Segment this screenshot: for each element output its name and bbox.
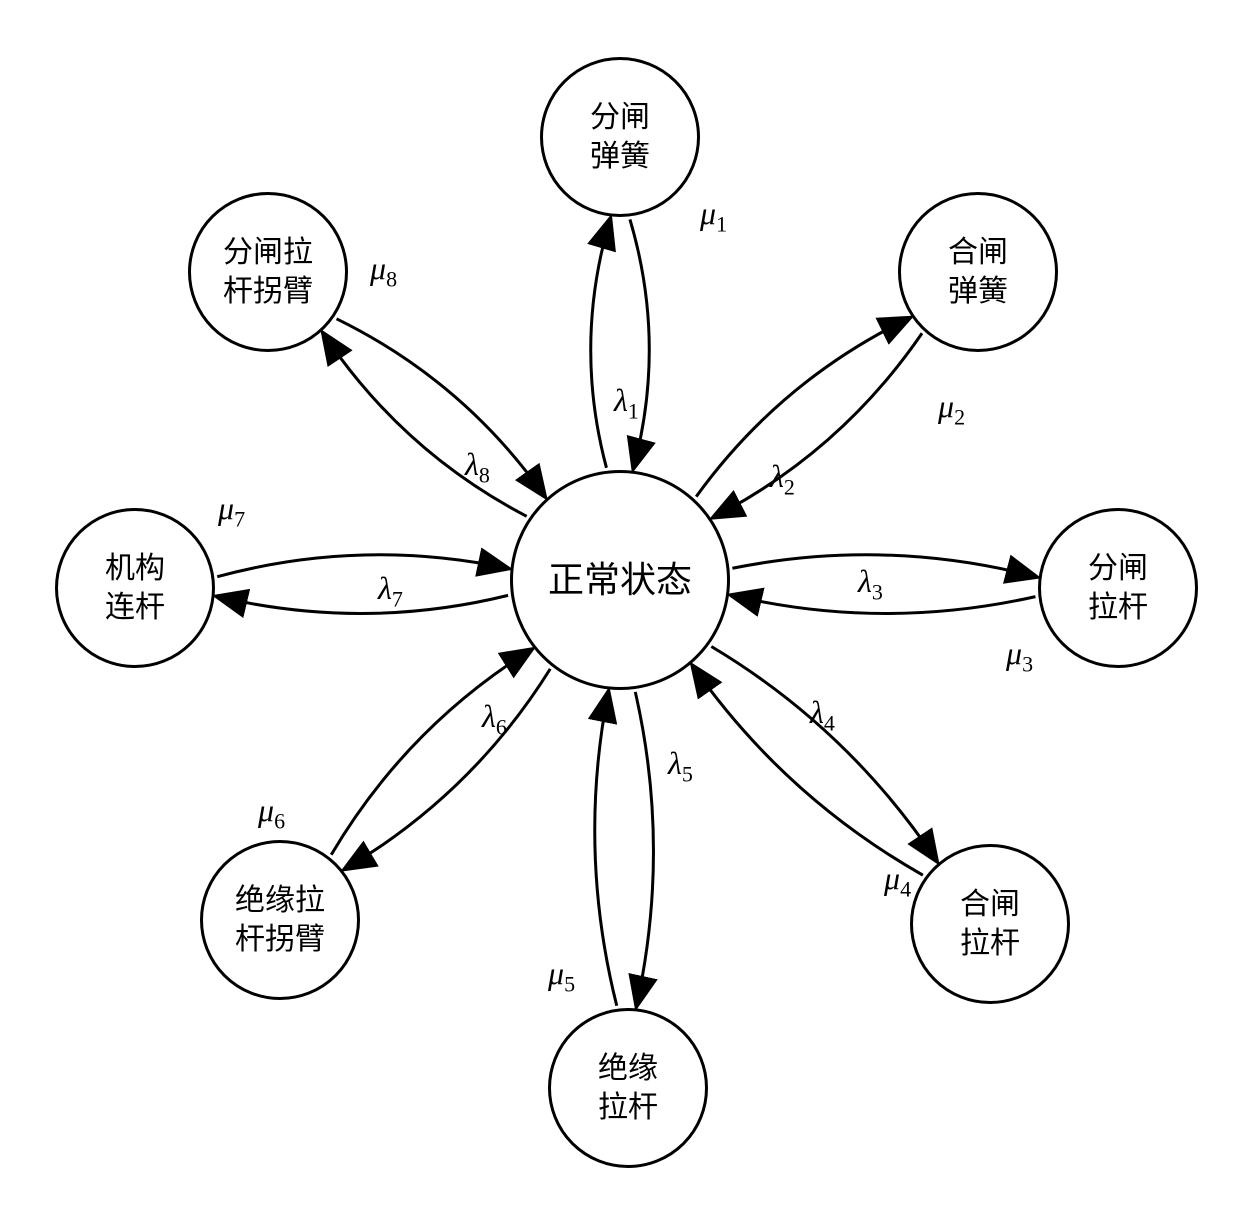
mu-label-3: μ3 [1006,635,1033,677]
lambda-label-3: λ3 [858,563,883,605]
outer-node-2: 合闸 弹簧 [898,192,1058,352]
mu-label-8: μ8 [370,250,397,292]
mu-label-5: μ5 [548,955,575,997]
lambda-label-8: λ8 [465,446,490,488]
outer-node-5: 绝缘 拉杆 [548,1008,708,1168]
outer-node-6: 绝缘拉 杆拐臂 [200,840,360,1000]
mu-label-7: μ7 [218,490,245,532]
lambda-label-4: λ4 [810,694,835,736]
center-node: 正常状态 [510,470,730,690]
lambda-label-6: λ6 [482,698,507,740]
mu-label-4: μ4 [884,860,911,902]
mu-label-6: μ6 [258,792,285,834]
node-label: 合闸 弹簧 [948,233,1008,311]
node-label: 机构 连杆 [105,549,165,627]
node-label: 绝缘 拉杆 [598,1049,658,1127]
node-label: 分闸拉 杆拐臂 [223,233,313,311]
outer-node-8: 分闸拉 杆拐臂 [188,192,348,352]
node-label: 分闸 弹簧 [590,98,650,176]
outer-node-4: 合闸 拉杆 [910,844,1070,1004]
mu-label-1: μ1 [700,195,727,237]
node-label: 分闸 拉杆 [1088,549,1148,627]
outer-node-7: 机构 连杆 [55,508,215,668]
state-diagram: 正常状态 分闸 弹簧 合闸 弹簧 分闸 拉杆 合闸 拉杆 绝缘 拉杆 绝缘拉 [0,0,1240,1208]
outer-node-3: 分闸 拉杆 [1038,508,1198,668]
lambda-label-2: λ2 [770,458,795,500]
node-label: 绝缘拉 杆拐臂 [235,881,325,959]
node-label: 合闸 拉杆 [960,885,1020,963]
outer-node-1: 分闸 弹簧 [540,57,700,217]
lambda-label-5: λ5 [668,745,693,787]
lambda-label-1: λ1 [614,382,639,424]
mu-label-2: μ2 [938,388,965,430]
center-node-label: 正常状态 [548,557,692,604]
lambda-label-7: λ7 [378,570,403,612]
